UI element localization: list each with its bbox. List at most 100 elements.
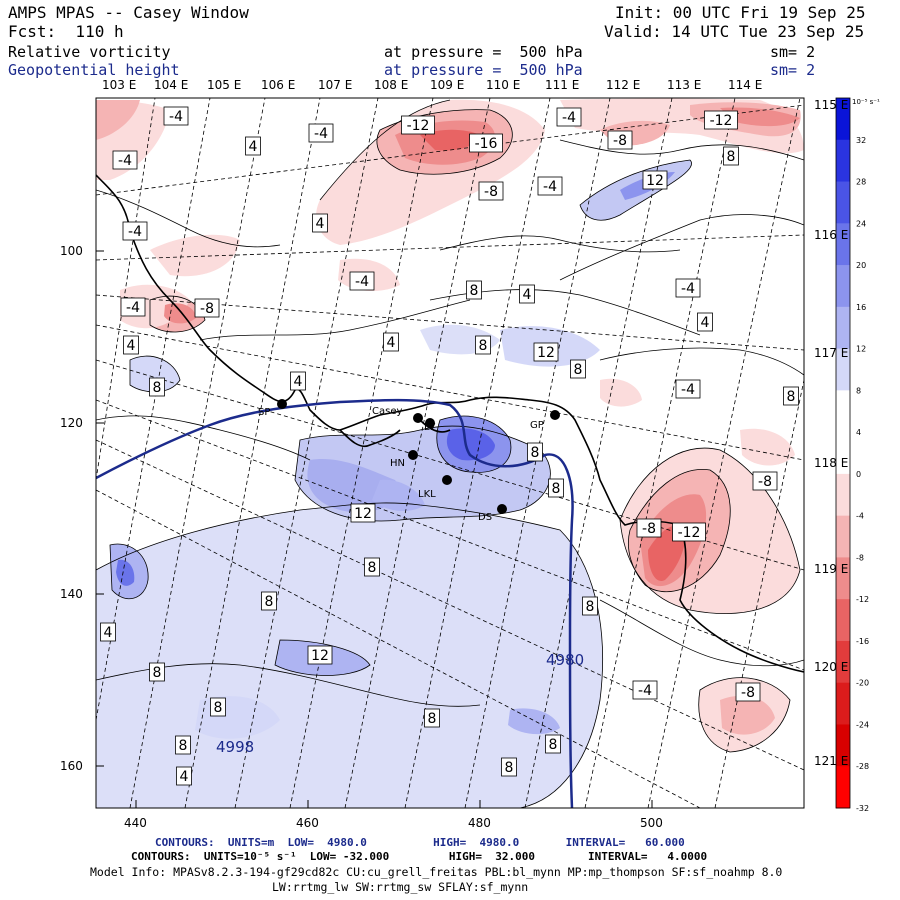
vorticity-label-pos-box [175, 735, 191, 755]
colorbar-frame [835, 97, 851, 809]
vorticity-label-neg: -12 [710, 113, 733, 129]
vorticity-label-neg-box [556, 107, 582, 127]
station-label-lkl: LKL [418, 489, 436, 500]
vorticity-label-neg-box [672, 522, 706, 542]
station-label-lv: LV [424, 422, 435, 433]
axis-ticks [96, 250, 653, 808]
y-tick-140: 140 [60, 587, 83, 601]
colorbar-swatch [836, 306, 850, 350]
vorticity-label-pos-box [475, 335, 491, 355]
lon-label-114: 114 E [728, 78, 763, 92]
y-tick-120: 120 [60, 416, 83, 430]
vorticity-label-neg-box [752, 471, 778, 491]
colorbar-label: 4 [856, 428, 861, 437]
colorbar-label: 20 [856, 261, 866, 270]
colorbar-swatch [836, 139, 850, 183]
vorticity-label-pos: 12 [354, 506, 372, 522]
vorticity-label-pos: 8 [368, 560, 377, 576]
colorbar-label: -20 [856, 679, 869, 688]
station-marker-hn [408, 450, 418, 460]
colorbar-label: -24 [856, 720, 869, 729]
vorticity-label-pos: 4 [180, 769, 189, 785]
vorticity-label-pos-box [350, 503, 376, 523]
vorticity-label-neg-box [469, 133, 503, 153]
station-marker-gp [550, 410, 560, 420]
vorticity-label-pos-box [501, 757, 517, 777]
colorbar-label: -28 [856, 762, 869, 771]
vorticity-label-neg-box [632, 680, 658, 700]
vorticity-label-neg-box [122, 221, 148, 241]
vorticity-label-neg: -12 [678, 525, 701, 541]
vorticity-label-pos-box [364, 557, 380, 577]
vorticity-label-pos-box [149, 377, 165, 397]
colorbar-swatch [836, 348, 850, 391]
vorticity-label-neg-box [675, 278, 701, 298]
vorticity-label-pos-box [307, 645, 333, 665]
vorticity-label-neg-box [112, 150, 138, 170]
vorticity-label-neg: -8 [642, 521, 656, 537]
colorbar-swatch [836, 223, 850, 266]
vorticity-label-pos: 4 [249, 139, 258, 155]
vorticity-label-pos: 8 [479, 338, 488, 354]
vorticity-label-neg-box [704, 110, 738, 130]
vorticity-label-pos: 4 [387, 335, 396, 351]
colorbar-swatch [836, 98, 850, 141]
forecast-hour: Fcst: 110 h [8, 22, 124, 41]
station-marker-lv [425, 418, 435, 428]
lon-label-108: 108 E [374, 78, 409, 92]
colorbar-swatch [836, 181, 850, 224]
lon-label-110: 110 E [486, 78, 521, 92]
vorticity-label-pos-box [642, 170, 668, 190]
vorticity-label-pos-box [312, 213, 328, 233]
vorticity-label-pos-box [149, 662, 165, 682]
plot-frame [95, 97, 805, 809]
vorticity-label-neg: -16 [475, 136, 498, 152]
field1-level: at pressure = 500 hPa [384, 43, 583, 61]
vorticity-label-pos: 12 [537, 345, 555, 361]
vorticity-label-neg-box [478, 181, 504, 201]
field2-name: Geopotential height [8, 61, 180, 79]
colorbar-label: 8 [856, 386, 861, 395]
vorticity-label-neg-box [349, 271, 375, 291]
x-tick-460: 460 [296, 816, 319, 830]
vorticity-label-neg-box [735, 682, 761, 702]
vorticity-label-pos: 8 [470, 283, 479, 299]
vorticity-label-neg-box [607, 130, 633, 150]
colorbar-label: 0 [856, 470, 861, 479]
map-title: AMPS MPAS -- Casey Window [8, 3, 249, 22]
vorticity-label-pos-box [527, 442, 543, 462]
vorticity-label-neg-box [401, 115, 435, 135]
vorticity-label-neg: -8 [484, 184, 498, 200]
vorticity-label-pos-box [424, 708, 440, 728]
vorticity-label-pos: 8 [549, 737, 558, 753]
vorticity-label-neg-box [194, 298, 220, 318]
field2-level: at pressure = 500 hPa [384, 61, 583, 79]
right-lon-115: 115 E [814, 98, 849, 112]
init-time: Init: 00 UTC Fri 19 Sep 25 [615, 3, 866, 22]
vorticity-label-pos: 8 [727, 149, 736, 165]
x-tick-500: 500 [640, 816, 663, 830]
valid-time: Valid: 14 UTC Tue 23 Sep 25 [604, 22, 865, 41]
vorticity-label-neg: -12 [407, 118, 430, 134]
vorticity-label-neg: -4 [169, 109, 183, 125]
vorticity-label-pos-box [123, 335, 139, 355]
vorticity-label-pos: 8 [179, 738, 188, 754]
vorticity-label-pos-box [245, 136, 261, 156]
colorbar-swatch [836, 599, 850, 642]
vorticity-label-pos: 12 [646, 173, 664, 189]
station-marker-sp [277, 399, 287, 409]
colorbar-swatch [836, 515, 850, 558]
vorticity-label-pos: 8 [574, 362, 583, 378]
vorticity-label-pos: 8 [214, 700, 223, 716]
field2-smoothing: sm= 2 [770, 61, 816, 79]
vorticity-label-pos-box [290, 371, 306, 391]
colorbar-swatch [836, 390, 850, 433]
height-label-4998: 4998 [216, 738, 254, 756]
right-lon-121: 121 E [814, 754, 849, 768]
vorticity-label-neg: -8 [758, 474, 772, 490]
colorbar-swatch [836, 724, 850, 767]
vorticity-label-pos: 4 [523, 287, 532, 303]
right-lon-120: 120 E [814, 660, 849, 674]
vorticity-label-pos-box [783, 386, 799, 406]
station-label-sp: SP [258, 407, 270, 418]
